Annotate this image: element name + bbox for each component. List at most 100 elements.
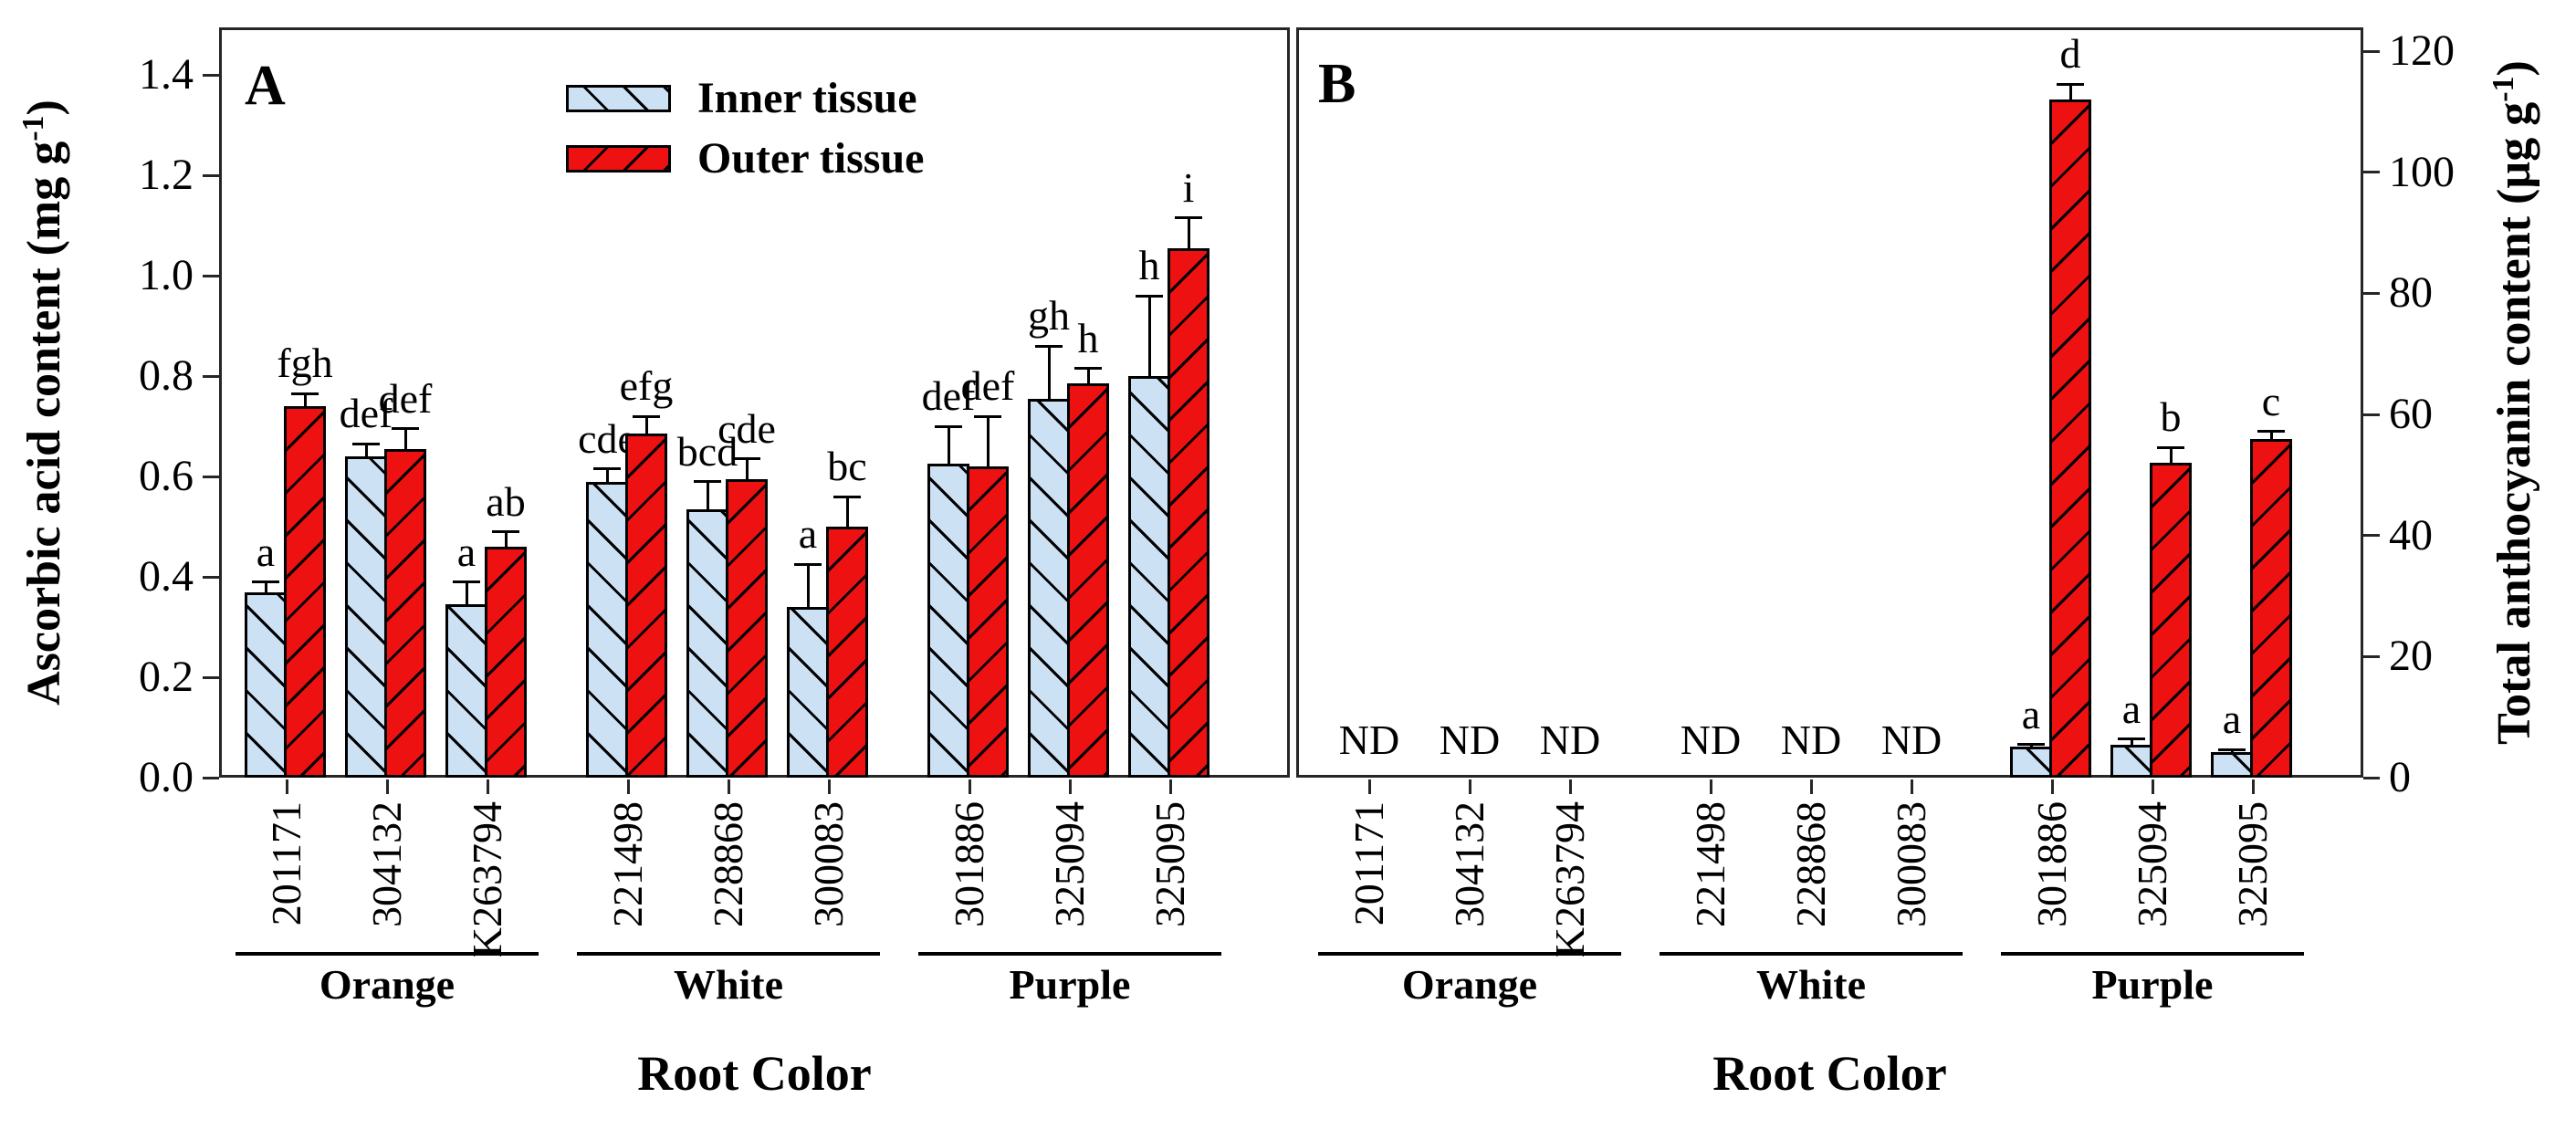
panel-b-letter-outer-325094: b [2160,393,2182,441]
panel-a-letter-inner-325095: h [1138,242,1160,288]
panel-b-letter-inner-301886: a [2021,690,2041,737]
panel-b-xtick-325094 [2151,779,2154,794]
panel-a-group-line-orange [236,952,539,956]
panel-a-letter-outer-301886: def [960,362,1015,409]
panel-a-ytick-1.2 [203,173,219,177]
panel-a-bar-outer-K263794 [485,547,527,778]
panel-b-ytick-80 [2363,291,2380,295]
panel-b-group-label-white: White [1755,961,1867,1008]
panel-b-xtick-228868 [1809,779,1813,794]
panel-a-group-label-orange: Orange [319,961,456,1008]
x-axis-title-b: Root Color [1712,1046,1947,1101]
x-axis-title-a: Root Color [637,1046,872,1101]
panel-a-letter-outer-300083: bc [827,443,867,489]
panel-b-errorcap-inner-325095 [2218,748,2246,751]
panel-a-letter-inner-325094: gh [1028,292,1070,339]
panel-b-nd-300083: ND [1880,716,1942,763]
panel-a-ytick-label-1.2: 1.2 [139,151,194,199]
panel-b-xtick-301886 [2050,779,2054,794]
panel-b-nd-228868: ND [1780,716,1842,763]
panel-a-bar-inner-228868 [686,508,728,778]
panel-a-ytick-label-0.8: 0.8 [139,351,194,400]
panel-b-group-line-purple [2001,952,2304,956]
panel-a-bar-inner-K263794 [445,604,487,778]
panel-a-ytick-label-1.0: 1.0 [139,251,194,299]
panel-a-ytick-label-0.2: 0.2 [139,653,194,701]
panel-a-ytick-1.0 [203,274,219,277]
panel-a-ytick-0.2 [203,675,219,679]
legend-label-inner-tissue: Inner tissue [697,74,917,122]
panel-a-errorcap-outer-228868 [733,457,760,461]
panel-b-group-label-orange: Orange [1401,961,1538,1008]
panel-a-errorcap-inner-300083 [794,562,822,566]
panel-a-errorbar-inner-K263794 [465,581,468,605]
panel-b-xtick-201171 [1367,779,1371,794]
panel-a-errorcap-inner-228868 [694,480,721,483]
panel-a-xtick-301886 [968,779,971,794]
panel-a-ytick-label-0.6: 0.6 [139,452,194,500]
panel-a-letter-inner-K263794: a [456,528,476,575]
panel-a-bar-outer-228868 [726,478,768,778]
panel-b-ytick-0 [2363,776,2380,779]
panel-a-bar-outer-304132 [384,448,426,778]
panel-a-letter: A [245,55,286,117]
panel-a-errorbar-inner-325095 [1147,296,1151,376]
panel-b-ytick-label-0: 0 [2389,753,2411,801]
panel-a-errorcap-inner-K263794 [453,580,480,583]
panel-a-errorcap-inner-325094 [1035,344,1063,348]
panel-b-errorbar-outer-325095 [2269,431,2273,439]
panel-a-bar-outer-300083 [826,527,868,778]
panel-b-ytick-40 [2363,534,2380,538]
panel-b-nd-201171: ND [1338,716,1400,763]
panel-a-letter-outer-325094: h [1077,314,1099,361]
panel-a-errorbar-outer-228868 [745,458,749,479]
panel-b-errorcap-outer-325095 [2257,430,2285,434]
panel-a-xtick-300083 [827,779,831,794]
panel-b-errorcap-inner-325094 [2118,737,2145,741]
panel-a-errorbar-outer-325094 [1086,368,1090,384]
legend-swatch-inner-tissue [566,85,671,112]
panel-b-bar-inner-325095 [2211,752,2253,778]
panel-a-errorbar-outer-221498 [644,416,648,434]
panel-a-bar-outer-325095 [1168,247,1209,778]
panel-a-ytick-0.4 [203,575,219,579]
y-axis-title-a-sup: -1 [16,115,50,141]
panel-a-ytick-1.4 [203,73,219,77]
panel-b-bar-inner-325094 [2110,744,2152,778]
panel-b-nd-304132: ND [1439,716,1501,763]
panel-b-xtick-221498 [1709,779,1712,794]
panel-a-errorbar-inner-304132 [364,444,368,456]
panel-a-letter-outer-201171: fgh [277,340,333,387]
panel-a-errorcap-outer-325094 [1074,367,1102,371]
panel-a-errorcap-outer-201171 [291,392,319,395]
panel-b-errorbar-outer-301886 [2068,84,2072,100]
panel-a-letter-inner-201171: a [256,528,276,575]
panel-a-xtick-325094 [1068,779,1072,794]
panel-b-ytick-label-20: 20 [2389,632,2433,681]
panel-b-group-line-orange [1318,952,1621,956]
panel-a-errorcap-outer-221498 [633,414,660,418]
panel-b-ytick-label-80: 80 [2389,268,2433,318]
panel-a-bar-inner-325095 [1128,376,1170,778]
panel-a-letter-outer-228868: cde [717,404,776,452]
panel-a-errorcap-outer-301886 [974,414,1001,418]
panel-a-errorcap-outer-300083 [833,495,861,498]
panel-b-group-label-purple: Purple [2091,961,2214,1008]
panel-b-nd-K263794: ND [1539,716,1601,763]
panel-a-bar-inner-301886 [927,464,969,778]
panel-b-errorbar-inner-325094 [2130,738,2133,745]
panel-b-xtick-300083 [1910,779,1913,794]
panel-a-letter-inner-228868: bcd [676,427,738,475]
panel-b-ytick-label-60: 60 [2389,390,2433,438]
panel-b-letter-outer-325095: c [2261,377,2281,424]
panel-a-ytick-label-0.0: 0.0 [139,753,194,801]
panel-b-letter-inner-325095: a [2222,696,2242,743]
panel-a-errorcap-inner-221498 [593,467,621,471]
panel-a-xtick-221498 [626,779,630,794]
panel-a-letter-inner-301886: def [921,372,976,419]
panel-b-xtick-325095 [2251,779,2255,794]
panel-a-bar-outer-325094 [1067,383,1109,778]
panel-a-letter-inner-304132: def [339,390,393,437]
panel-a-errorbar-outer-K263794 [504,531,508,547]
